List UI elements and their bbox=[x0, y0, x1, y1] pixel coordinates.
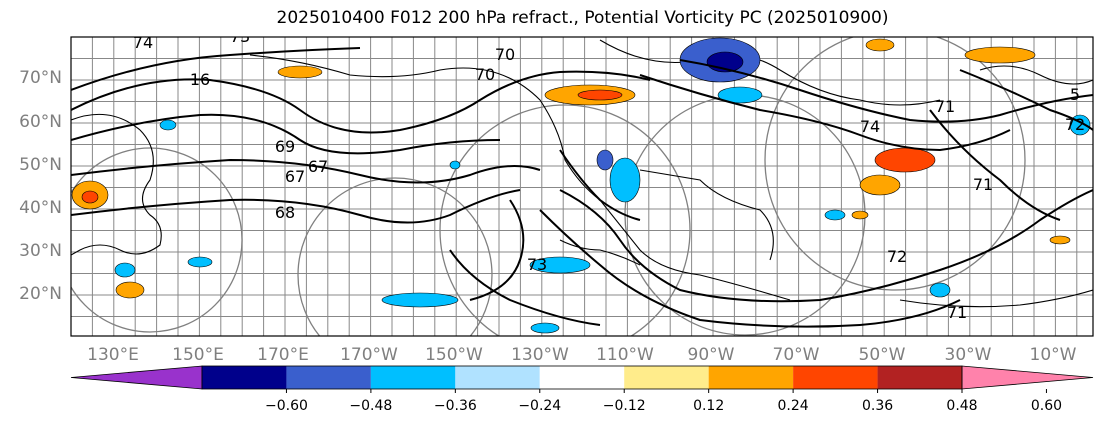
colorbar-segment bbox=[539, 366, 625, 389]
longitude-label: 70°W bbox=[773, 345, 820, 365]
longitude-label: 150°W bbox=[425, 345, 483, 365]
longitude-label: 90°W bbox=[688, 345, 735, 365]
colorbar-segment bbox=[877, 366, 962, 389]
latitude-label: 60°N bbox=[19, 112, 62, 132]
latitude-label: 70°N bbox=[19, 68, 62, 88]
colorbar-tick-label: 0.36 bbox=[862, 398, 893, 414]
contour-label: 5 bbox=[1070, 85, 1080, 104]
contour-label: 16 bbox=[190, 70, 210, 89]
contour-label: 73 bbox=[527, 255, 547, 274]
contour-label: 70 bbox=[495, 45, 515, 64]
latitude-label: 40°N bbox=[19, 198, 62, 218]
map-title: 2025010400 F012 200 hPa refract., Potent… bbox=[276, 8, 889, 28]
contour-label: 67 bbox=[308, 157, 328, 176]
contour-label: 67 bbox=[285, 167, 305, 186]
colorbar-frame bbox=[201, 365, 963, 390]
colorbar-tick-label: 0.12 bbox=[693, 398, 724, 414]
colorbar-tick-label: −0.36 bbox=[434, 398, 477, 414]
contour-labels: 74 73 16 70 69 67 68 67 73 70 72 71 71 72 74 71 5 bbox=[133, 27, 1085, 322]
latitude-label: 20°N bbox=[19, 284, 62, 304]
contour-label: 74 bbox=[133, 33, 153, 52]
colorbar: −0.60 −0.48 −0.36 −0.24 −0.12 0.12 0.24 0.36 0.4… bbox=[70, 365, 1094, 414]
contour-label: 71 bbox=[935, 97, 955, 116]
longitude-label: 170°E bbox=[257, 345, 309, 365]
coastlines bbox=[71, 39, 1093, 308]
colorbar-tick-label: −0.12 bbox=[603, 398, 646, 414]
contour-label: 73 bbox=[230, 27, 250, 46]
longitude-label: 170°W bbox=[340, 345, 398, 365]
longitude-label: 130°E bbox=[87, 345, 139, 365]
longitude-label: 30°W bbox=[945, 345, 992, 365]
latitude-label: 30°N bbox=[19, 241, 62, 261]
contour-label: 72 bbox=[887, 247, 907, 266]
longitude-label: 110°W bbox=[596, 345, 654, 365]
colorbar-max-extension bbox=[961, 365, 1094, 390]
contour-label: 72 bbox=[1065, 115, 1085, 134]
pv-anomaly-fills bbox=[71, 37, 1091, 334]
longitude-label: 50°W bbox=[859, 345, 906, 365]
contour-label: 70 bbox=[475, 65, 495, 84]
longitude-label: 10°W bbox=[1030, 345, 1077, 365]
latitude-label: 50°N bbox=[19, 155, 62, 175]
colorbar-tick-label: −0.24 bbox=[518, 398, 561, 414]
colorbar-tick-label: 0.24 bbox=[778, 398, 809, 414]
colorbar-segment bbox=[455, 366, 540, 389]
contour-label: 69 bbox=[275, 137, 295, 156]
colorbar-min-extension bbox=[70, 365, 203, 390]
colorbar-segment bbox=[624, 366, 709, 389]
latitude-axis: 70°N 60°N 50°N 40°N 30°N 20°N bbox=[19, 68, 62, 304]
colorbar-tick-label: 0.48 bbox=[946, 398, 977, 414]
colorbar-segment bbox=[370, 366, 456, 389]
colorbar-segment bbox=[793, 366, 878, 389]
contour-label: 68 bbox=[275, 203, 295, 222]
colorbar-segment bbox=[708, 366, 794, 389]
colorbar-segment bbox=[202, 366, 287, 389]
contour-label: 74 bbox=[860, 117, 880, 136]
contour-label: 71 bbox=[947, 303, 967, 322]
colorbar-tick-label: −0.60 bbox=[265, 398, 308, 414]
longitude-label: 130°W bbox=[511, 345, 569, 365]
longitude-axis: 130°E 150°E 170°E 170°W 150°W 130°W 110°W 90°W 7… bbox=[87, 345, 1077, 365]
map-frame bbox=[70, 36, 1094, 337]
longitude-label: 150°E bbox=[172, 345, 224, 365]
pv-contours bbox=[71, 47, 1093, 328]
colorbar-tick-label: −0.48 bbox=[349, 398, 392, 414]
contour-label: 71 bbox=[973, 175, 993, 194]
colorbar-segment bbox=[286, 366, 371, 389]
colorbar-tick-label: 0.60 bbox=[1031, 398, 1062, 414]
